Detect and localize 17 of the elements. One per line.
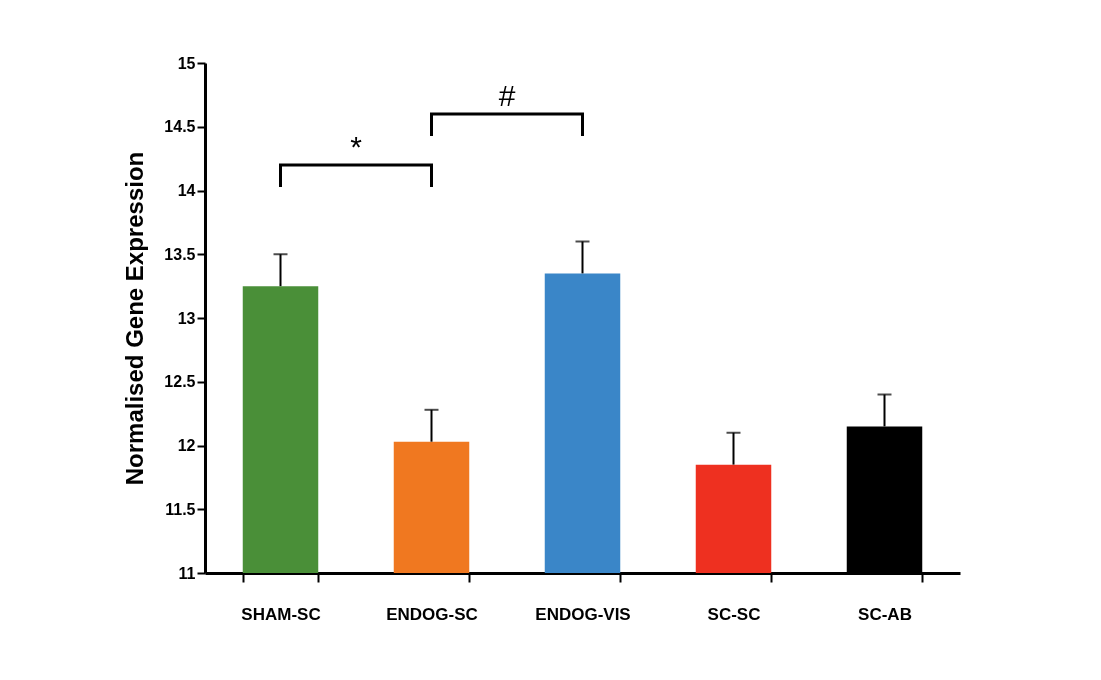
- x-tick-label: ENDOG-SC: [386, 604, 478, 624]
- annotation: #: [498, 79, 516, 112]
- y-tick-label: 11: [178, 564, 196, 582]
- y-tick-label: 12.5: [164, 373, 196, 391]
- x-tick-label: SC-AB: [858, 604, 912, 624]
- x-tick-label: ENDOG-VIS: [535, 604, 631, 624]
- x-tick-label: SC-SC: [707, 604, 761, 624]
- x-tick-label: SHAM-SC: [241, 604, 321, 624]
- y-tick-label: 11.5: [165, 500, 196, 518]
- y-tick-label: 13.5: [164, 245, 196, 263]
- y-tick-label: 15: [177, 54, 196, 72]
- y-axis-title: Normalised Gene Expression: [121, 151, 149, 486]
- y-tick-label: 12: [177, 437, 196, 454]
- y-tick-label: 14: [177, 182, 196, 199]
- y-tick-label: 13: [177, 309, 196, 327]
- annotation: *: [350, 130, 363, 163]
- y-tick-label: 14.5: [164, 118, 196, 136]
